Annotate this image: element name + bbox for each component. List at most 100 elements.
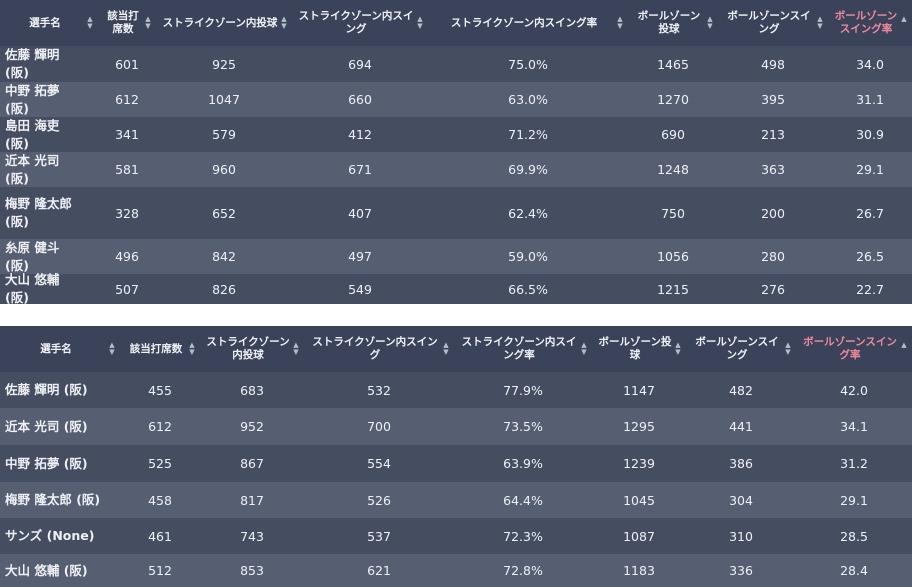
cell-value: 310 [729,528,753,544]
player-name: 中野 拓夢 (阪) [5,82,60,116]
cell-value: 1270 [657,92,689,107]
sort-icon[interactable]: ▲ ▼ [581,341,587,356]
column-header-ball-zone-swings[interactable]: ボールゾーンスイング ▲ ▼ [718,0,828,46]
cell-ball-zone-pitches: 1248 [628,152,718,187]
column-header-ball-zone-swings[interactable]: ボールゾーンスイング ▲ ▼ [686,326,796,372]
column-header-label: ボールゾーンスイング [727,10,811,35]
cell-plate-appearances: 341 [98,117,156,152]
table-row[interactable]: 糸原 健斗 (阪) 496 842 497 59.0% 1056 280 26.5 [0,239,912,274]
cell-value: 690 [661,127,685,142]
cell-ball-zone-swings: 310 [686,518,796,554]
table-row[interactable]: 梅野 隆太郎 (阪) 328 652 407 62.4% 750 200 26.7 [0,187,912,239]
table-row[interactable]: 近本 光司 (阪) 581 960 671 69.9% 1248 363 29.1 [0,152,912,187]
cell-plate-appearances: 507 [98,274,156,304]
table-row[interactable]: 佐藤 輝明 (阪) 601 925 694 75.0% 1465 498 34.0 [0,46,912,82]
cell-strike-zone-pitches: 842 [156,239,292,274]
sort-icon[interactable]: ▲ ▼ [617,15,623,30]
cell-value: 1215 [657,281,689,297]
cell-strike-zone-swing-rate: 66.5% [428,274,628,304]
cell-value: 63.9% [503,456,543,471]
cell-plate-appearances: 512 [120,554,200,587]
column-header-strike-zone-swings[interactable]: ストライクゾーン内スイング ▲ ▼ [292,0,428,46]
cell-ball-zone-swings: 336 [686,554,796,587]
cell-value: 1147 [623,382,655,398]
cell-strike-zone-pitches: 952 [200,408,304,445]
sort-icon[interactable]: ▲ ▼ [675,341,681,356]
cell-value: 328 [115,205,139,221]
cell-value: 700 [367,419,391,434]
table-row[interactable]: 中野 拓夢 (阪) 525 867 554 63.9% 1239 386 31.2 [0,445,912,482]
cell-ball-zone-swings: 276 [718,274,828,304]
column-header-strike-zone-swing-rate[interactable]: ストライクゾーン内スイング率 ▲ ▼ [454,326,592,372]
cell-value: 750 [661,205,685,221]
cell-plate-appearances: 581 [98,152,156,187]
column-header-strike-zone-swing-rate[interactable]: ストライクゾーン内スイング率 ▲ ▼ [428,0,628,46]
column-header-ball-zone-swing-rate[interactable]: ボールゾーンスイング率▲▼ [828,0,912,46]
column-header-player-name[interactable]: 選手名 ▲ ▼ [0,0,98,46]
table-row[interactable]: 近本 光司 (阪) 612 952 700 73.5% 1295 441 34.1 [0,408,912,445]
column-header-plate-appearances[interactable]: 該当打席数 ▲ ▼ [98,0,156,46]
player-name: 梅野 隆太郎 (阪) [5,196,72,229]
cell-ball-zone-pitches: 1045 [592,482,686,518]
sort-icon[interactable]: ▲ ▼ [189,341,195,356]
cell-value: 458 [148,492,172,508]
sort-ascending-icon[interactable]: ▲▼ [901,15,907,23]
sort-icon[interactable]: ▲ ▼ [785,341,791,356]
cell-strike-zone-pitches: 925 [156,46,292,82]
table-header: 選手名 ▲ ▼ 該当打席数 ▲ ▼ ストライクゾーン内投球 ▲ ▼ ストライクゾーン内スイング ▲ ▼… [0,326,912,372]
cell-value: 34.0 [856,56,884,72]
cell-value: 77.9% [503,382,543,398]
cell-ball-zone-pitches: 690 [628,117,718,152]
cell-value: 31.2 [840,456,868,471]
cell-value: 683 [240,382,264,398]
cell-value: 441 [729,419,753,434]
column-header-ball-zone-pitches[interactable]: ボールゾーン投球 ▲ ▼ [592,326,686,372]
column-header-plate-appearances[interactable]: 該当打席数 ▲ ▼ [120,326,200,372]
sort-icon[interactable]: ▲ ▼ [817,15,823,30]
cell-strike-zone-swings: 660 [292,82,428,117]
table-row[interactable]: 島田 海吏 (阪) 341 579 412 71.2% 690 213 30.9 [0,117,912,152]
table-row[interactable]: サンズ (None) 461 743 537 72.3% 1087 310 28.5 [0,518,912,554]
cell-strike-zone-swing-rate: 71.2% [428,117,628,152]
table-row[interactable]: 佐藤 輝明 (阪) 455 683 532 77.9% 1147 482 42.0 [0,372,912,408]
sort-icon[interactable]: ▲ ▼ [293,341,299,356]
sort-icon[interactable]: ▲ ▼ [443,341,449,356]
cell-value: 455 [148,382,172,398]
cell-value: 507 [115,281,139,297]
cell-strike-zone-swings: 671 [292,152,428,187]
cell-ball-zone-swings: 304 [686,482,796,518]
table-row[interactable]: 梅野 隆太郎 (阪) 458 817 526 64.4% 1045 304 29.1 [0,482,912,518]
column-header-strike-zone-pitches[interactable]: ストライクゾーン内投球 ▲ ▼ [156,0,292,46]
cell-ball-zone-swing-rate: 28.5 [796,518,912,554]
column-header-ball-zone-swing-rate[interactable]: ボールゾーンスイング率▲▼ [796,326,912,372]
cell-ball-zone-pitches: 750 [628,187,718,239]
sort-icon[interactable]: ▲ ▼ [87,15,93,30]
cell-value: 72.3% [503,528,543,544]
cell-value: 512 [148,563,172,578]
sort-icon[interactable]: ▲ ▼ [707,15,713,30]
table-row[interactable]: 大山 悠輔 (阪) 512 853 621 72.8% 1183 336 28.4 [0,554,912,587]
column-header-player-name[interactable]: 選手名 ▲ ▼ [0,326,120,372]
column-header-label: ボールゾーン投球 [637,10,701,35]
column-header-strike-zone-swings[interactable]: ストライクゾーン内スイング ▲ ▼ [304,326,454,372]
table-row[interactable]: 中野 拓夢 (阪) 612 1047 660 63.0% 1270 395 31.1 [0,82,912,117]
sort-icon[interactable]: ▲ ▼ [417,15,423,30]
cell-value: 72.8% [503,563,543,578]
cell-ball-zone-swings: 482 [686,372,796,408]
sort-icon[interactable]: ▲ ▼ [145,15,151,30]
cell-player-name: 大山 悠輔 (阪) [0,272,98,305]
column-header-ball-zone-pitches[interactable]: ボールゾーン投球 ▲ ▼ [628,0,718,46]
cell-value: 817 [240,492,264,508]
sort-icon[interactable]: ▲ ▼ [281,15,287,30]
cell-plate-appearances: 496 [98,239,156,274]
cell-ball-zone-pitches: 1215 [628,274,718,304]
sort-ascending-icon[interactable]: ▲▼ [901,341,907,349]
cell-value: 28.5 [840,528,868,544]
cell-value: 660 [348,92,372,107]
column-header-strike-zone-pitches[interactable]: ストライクゾーン内投球 ▲ ▼ [200,326,304,372]
table-row[interactable]: 大山 悠輔 (阪) 507 826 549 66.5% 1215 276 22.7 [0,272,912,305]
cell-ball-zone-swing-rate: 28.4 [796,554,912,587]
sort-icon[interactable]: ▲ ▼ [109,341,115,356]
cell-strike-zone-swings: 554 [304,445,454,482]
cell-strike-zone-swings: 412 [292,117,428,152]
